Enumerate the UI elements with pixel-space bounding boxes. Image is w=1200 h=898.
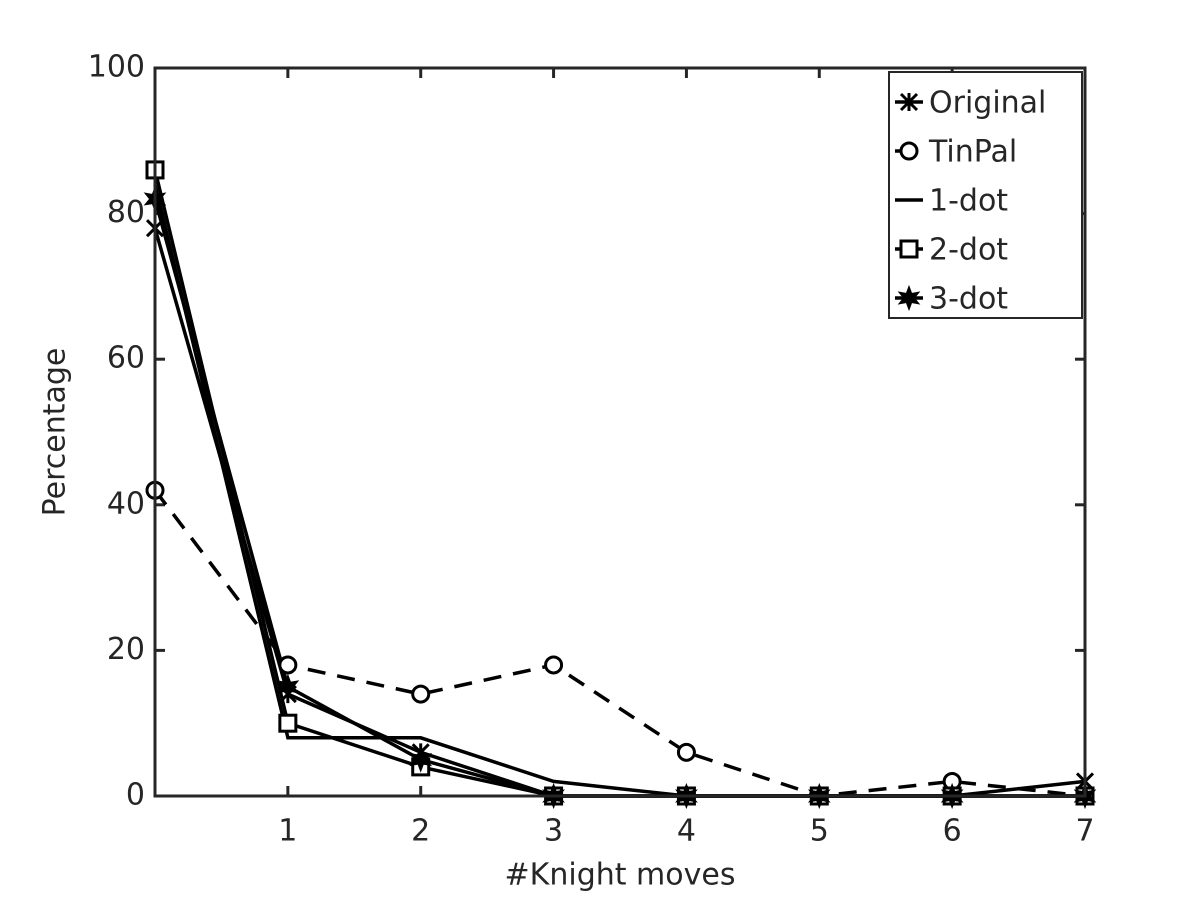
series-line: [153, 489, 1086, 798]
data-point: [278, 655, 298, 675]
data-point: [409, 746, 433, 773]
x-tick-label: 1: [278, 814, 297, 849]
legend-label: 1-dot: [929, 184, 1008, 219]
data-point: [278, 713, 298, 733]
legend-label: 2-dot: [929, 233, 1008, 268]
legend-label: TinPal: [928, 135, 1017, 170]
data-point: [276, 673, 300, 700]
legend-label: Original: [929, 86, 1046, 121]
y-tick-label: 0: [126, 778, 145, 813]
data-point: [676, 742, 696, 762]
data-point: [411, 684, 431, 704]
legend-box: [888, 71, 1083, 319]
legend-marker: [899, 141, 919, 161]
x-tick-label: 7: [1075, 814, 1094, 849]
legend: Original TinPal 1-dot 2-dot 3-dot: [888, 71, 1083, 319]
legend-marker: [897, 284, 921, 312]
y-tick-label: 100: [88, 50, 145, 85]
y-tick-label: 20: [107, 632, 145, 667]
legend-label: 3-dot: [929, 282, 1008, 317]
x-tick-label: 6: [943, 814, 962, 849]
x-tick-label: 3: [544, 814, 563, 849]
legend-marker: [899, 92, 919, 112]
y-tick-label: 40: [107, 486, 145, 521]
legend-marker: [899, 239, 919, 259]
y-tick-label: 80: [107, 195, 145, 230]
plot-frame: [153, 66, 1087, 798]
data-point: [544, 655, 564, 675]
x-tick-label: 2: [411, 814, 430, 849]
x-tick-label: 4: [677, 814, 696, 849]
y-axis-label: Percentage: [38, 348, 73, 517]
y-tick-label: 60: [107, 341, 145, 376]
x-axis-label: #Knight moves: [505, 858, 736, 893]
x-tick-label: 5: [810, 814, 829, 849]
